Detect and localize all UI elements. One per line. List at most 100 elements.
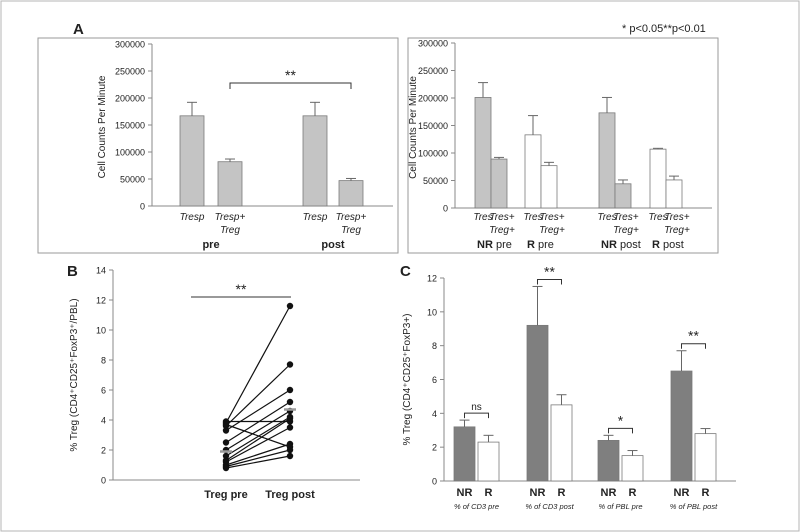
chart-a-right-x-tick-label: Tres [597, 212, 616, 223]
chart-c-group-caption: % of PBL post [670, 502, 718, 511]
chart-a-right-x-tick-label: Treg+ [664, 225, 690, 236]
chart-b: 0 2 4 6 8 10 12 14 % Treg (CD4⁺CD25⁺FoxP3⁺/PBL) T… [69, 266, 360, 501]
chart-a-right-group-label-rest: post [620, 239, 641, 251]
chart-b-point-post [286, 386, 294, 394]
chart-b-ylabel: % Treg (CD4⁺CD25⁺FoxP3⁺/PBL) [69, 298, 80, 451]
chart-a-right-bar [649, 148, 667, 209]
chart-a-left-y-tick-label: 250000 [115, 67, 145, 77]
chart-c-x-tick-label: R [558, 487, 566, 499]
chart-a-left-frame [37, 37, 399, 254]
chart-a-left-y-tick-label: 100000 [115, 148, 145, 158]
panel-label-c: C [400, 263, 411, 280]
chart-a-left-ylabel: Cell Counts Per Minute [97, 75, 108, 178]
chart-a-left-x-tick-label: Tresp [180, 212, 205, 223]
chart-b-pair-line [225, 426, 291, 463]
chart-c-x-tick-label: NR [530, 487, 546, 499]
chart-c-bar [621, 455, 644, 482]
chart-b-y-tick-label: 6 [101, 386, 106, 396]
chart-c-y-tick-label: 2 [432, 443, 437, 453]
chart-b-point-pre [222, 427, 230, 434]
chart-b-y-tick-label: 0 [101, 476, 106, 486]
chart-b-point-post [286, 398, 294, 406]
chart-a-right-y-tick-label: 200000 [418, 94, 448, 104]
chart-c-x-tick-label: R [485, 487, 493, 499]
chart-b-pair-line [225, 389, 291, 432]
chart-a-left-x-tick-label: Tresp+ [336, 212, 367, 223]
chart-a-right-y-tick-label: 50000 [423, 176, 448, 186]
chart-a-right-bar [474, 97, 492, 209]
chart-c-y-tick-label: 4 [432, 409, 437, 419]
chart-c-ylabel: % Treg (CD4⁺CD25⁺FoxP3+) [402, 314, 413, 446]
chart-b-y-tick-label: 2 [101, 446, 106, 456]
chart-c-sig-label: ** [688, 328, 699, 344]
chart-a-right-group-label-rest: pre [538, 239, 554, 251]
chart-a-right-bar [614, 183, 632, 209]
chart-a-left-y-tick-label: 200000 [115, 94, 145, 104]
chart-b-y-tick-label: 14 [96, 266, 106, 276]
chart-b-pair-line [225, 423, 291, 448]
chart-c-sig-bracket [537, 278, 562, 285]
chart-a-right-group-label-bold: R [652, 239, 660, 251]
chart-c-y-tick-label: 10 [427, 307, 437, 317]
chart-a-right-frame [407, 37, 719, 254]
significance-key: * p<0.05**p<0.01 [622, 23, 706, 35]
chart-a-left-x-tick-label: Tresp [303, 212, 328, 223]
chart-a-right-y-tick-label: 100000 [418, 149, 448, 159]
chart-a-left-x-tick-label: Treg [341, 225, 361, 236]
chart-c-sig-label: * [618, 412, 624, 428]
chart-a-right-bar [665, 179, 683, 209]
chart-a-right-x-tick-label: Tres+ [613, 212, 638, 223]
chart-a-right: 0 50000 100000 150000 200000 250000 300000 Cell… [407, 37, 719, 254]
chart-c-sig-bracket [681, 343, 706, 349]
chart-a-right-bar [598, 112, 616, 209]
chart-b-x-tick-label: Treg pre [204, 489, 247, 501]
chart-b-point-post [286, 361, 294, 368]
chart-a-right-x-tick-label: Tres [473, 212, 492, 223]
chart-b-y-tick-label: 4 [101, 416, 106, 426]
chart-b-point-pre [222, 439, 230, 446]
chart-a-left-y-tick-label: 50000 [120, 175, 145, 185]
chart-a-right-x-tick-label: Tres [523, 212, 542, 223]
chart-c-bar [670, 370, 693, 482]
chart-a-left-y-tick-label: 0 [140, 202, 145, 212]
chart-b-y-tick-label: 12 [96, 296, 106, 306]
chart-a-left-sig-bracket [229, 82, 352, 89]
chart-a-right-group-label: R post [652, 239, 684, 251]
chart-a-left-bar [179, 115, 205, 207]
chart-a-right-bar [524, 134, 542, 209]
chart-b-y-tick-label: 8 [101, 356, 106, 366]
chart-b-pair-line [225, 417, 291, 462]
chart-b-pair-line [225, 455, 291, 469]
chart-a-right-x-tick-label: Tres+ [489, 212, 514, 223]
chart-a-right-x-tick-label: Treg+ [613, 225, 639, 236]
chart-b-point-pre [222, 464, 230, 472]
chart-a-right-group-label-bold: R [527, 239, 535, 251]
chart-a-left-group-label: pre [202, 239, 219, 251]
chart-a-right-group-label-bold: NR [601, 239, 617, 251]
chart-a-right-group-label: NR pre [477, 239, 512, 251]
chart-c-x-tick-label: NR [457, 487, 473, 499]
chart-b-pair-line [225, 416, 291, 457]
chart-a-left-bar [302, 115, 328, 207]
chart-a-left-x-tick-label: Treg [220, 225, 240, 236]
chart-c-bar [597, 439, 620, 482]
chart-c-sig-bracket [464, 412, 489, 419]
chart-a-left-sig-label: ** [285, 67, 296, 83]
chart-a-left-y-tick-label: 150000 [115, 121, 145, 131]
chart-c-y-tick-label: 0 [432, 477, 437, 487]
chart-b-point-post [286, 452, 294, 460]
chart-a-right-y-tick-label: 150000 [418, 121, 448, 131]
chart-b-y-tick-label: 10 [96, 326, 106, 336]
chart-b-point-pre [222, 421, 230, 428]
chart-c-x-tick-label: R [702, 487, 710, 499]
chart-c-sig-label: ** [544, 263, 555, 279]
chart-c-y-tick-label: 6 [432, 375, 437, 385]
chart-b-pair-line [225, 449, 291, 468]
chart-b-pair-line [225, 364, 291, 427]
chart-c-x-tick-label: R [629, 487, 637, 499]
chart-b-pair-line [225, 401, 291, 444]
chart-a-right-x-tick-label: Treg+ [489, 225, 515, 236]
chart-a-right-x-tick-label: Tres+ [539, 212, 564, 223]
